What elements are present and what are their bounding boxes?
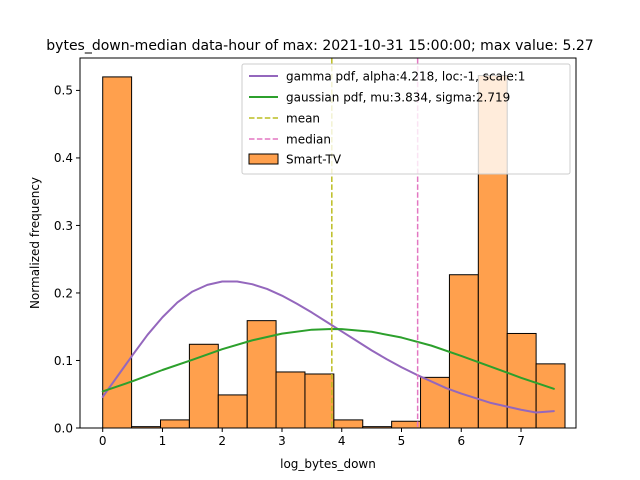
y-tick-label: 0.0 [54,421,73,435]
y-tick-label: 0.3 [54,219,73,233]
x-tick-label: 7 [517,434,525,448]
legend-box [241,63,571,175]
x-tick-label: 2 [218,434,226,448]
x-tick-label: 0 [99,434,107,448]
legend-label-mean: mean [286,112,320,126]
histogram-bar [448,274,479,429]
histogram-bar [275,371,306,429]
histogram-bar [160,419,190,429]
histogram-bar [420,376,450,429]
legend-marker-histogram [248,153,279,165]
x-tick-label: 1 [159,434,167,448]
x-tick-label: 3 [278,434,286,448]
legend-label-gaussian: gaussian pdf, mu:3.834, sigma:2.719 [286,91,510,105]
y-tick-label: 0.5 [54,84,73,98]
histogram-bar [304,373,335,429]
histogram-bar [333,419,364,429]
series-line-0 [101,280,555,414]
y-axis-label: Normalized frequency [28,177,42,309]
legend-label-histogram: Smart-TV [286,153,342,167]
y-axis-ticks: 0.0 0.1 0.2 0.3 0.4 0.5 [54,84,80,435]
histogram-bar [188,343,219,429]
histogram-bar [217,394,248,429]
y-tick-label: 0.2 [54,286,73,300]
x-tick-label: 6 [457,434,465,448]
histogram-bar [102,76,133,429]
vertical-markers [331,58,419,428]
legend: gamma pdf, alpha:4.218, loc:-1, scale:1 … [241,63,571,175]
chart-title: bytes_down-median data-hour of max: 2021… [46,38,593,54]
plot-frame [79,57,577,429]
histogram-bar [391,420,422,429]
y-tick-label: 0.4 [54,151,73,165]
y-tick-label: 0.1 [54,354,73,368]
x-axis-label: log_bytes_down [280,457,376,471]
x-tick-label: 5 [398,434,406,448]
x-axis-ticks: 0 1 2 3 4 5 6 7 [99,428,525,448]
legend-label-median: median [286,133,331,147]
histogram-bar [535,363,566,429]
legend-label-gamma: gamma pdf, alpha:4.218, loc:-1, scale:1 [286,70,525,84]
x-tick-label: 4 [338,434,346,448]
